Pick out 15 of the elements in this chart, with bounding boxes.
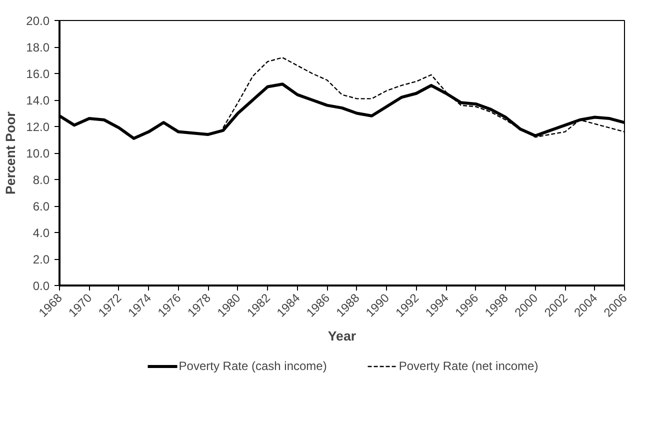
y-tick-label: 2.0 <box>32 252 50 266</box>
y-tick-label: 8.0 <box>32 173 50 187</box>
y-tick-label: 6.0 <box>32 200 50 214</box>
legend-label: Poverty Rate (net income) <box>398 359 538 373</box>
y-tick-label: 4.0 <box>32 226 50 240</box>
x-axis-title: Year <box>328 328 356 344</box>
y-tick-label: 0.0 <box>32 279 50 293</box>
y-tick-label: 16.0 <box>26 67 50 81</box>
y-tick-label: 12.0 <box>26 120 50 134</box>
legend-label: Poverty Rate (cash income) <box>178 359 327 373</box>
y-tick-label: 10.0 <box>26 146 50 160</box>
y-axis-title: Percent Poor <box>3 112 18 194</box>
y-tick-label: 20.0 <box>26 14 50 28</box>
y-tick-label: 18.0 <box>26 40 50 54</box>
y-tick-label: 14.0 <box>26 94 50 108</box>
